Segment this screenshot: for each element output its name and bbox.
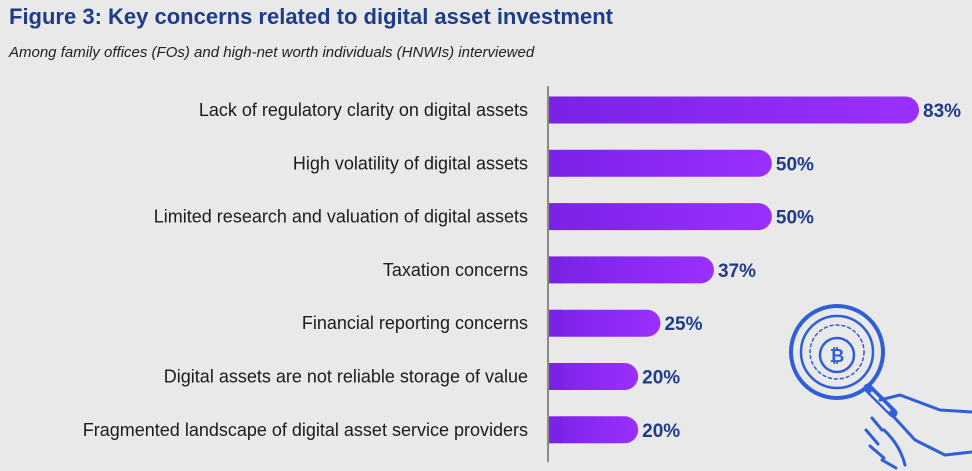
value-label: 50%	[776, 208, 814, 229]
value-label: 83%	[923, 101, 961, 122]
category-label: Limited research and valuation of digita…	[154, 207, 528, 227]
chart-subtitle: Among family offices (FOs) and high-net …	[9, 44, 535, 61]
chart-title: Figure 3: Key concerns related to digita…	[9, 4, 613, 29]
bar	[549, 149, 772, 177]
category-label: Taxation concerns	[383, 260, 528, 280]
category-label: Fragmented landscape of digital asset se…	[83, 420, 528, 440]
bar-left-cap	[549, 256, 563, 284]
magnifier-bitcoin-icon: ₿	[789, 304, 972, 470]
bar	[549, 309, 661, 337]
value-label: 37%	[718, 261, 756, 282]
bar	[549, 203, 772, 231]
bar-left-cap	[549, 309, 563, 337]
bar	[549, 363, 639, 390]
svg-text:₿: ₿	[830, 346, 845, 367]
bar	[549, 96, 919, 124]
category-label: Financial reporting concerns	[302, 313, 528, 333]
value-label: 25%	[664, 314, 702, 335]
value-label: 20%	[642, 421, 680, 442]
bar-left-cap	[549, 416, 563, 444]
bar-left-cap	[549, 149, 563, 177]
category-label: Digital assets are not reliable storage …	[164, 367, 528, 387]
bar	[549, 256, 714, 284]
bar	[549, 416, 639, 444]
bar-left-cap	[549, 203, 563, 231]
bar-left-cap	[549, 96, 563, 124]
category-label: Lack of regulatory clarity on digital as…	[199, 100, 528, 120]
value-label: 20%	[642, 368, 680, 389]
bar-left-cap	[549, 363, 563, 390]
category-label: High volatility of digital assets	[293, 153, 528, 173]
value-label: 50%	[776, 154, 814, 175]
